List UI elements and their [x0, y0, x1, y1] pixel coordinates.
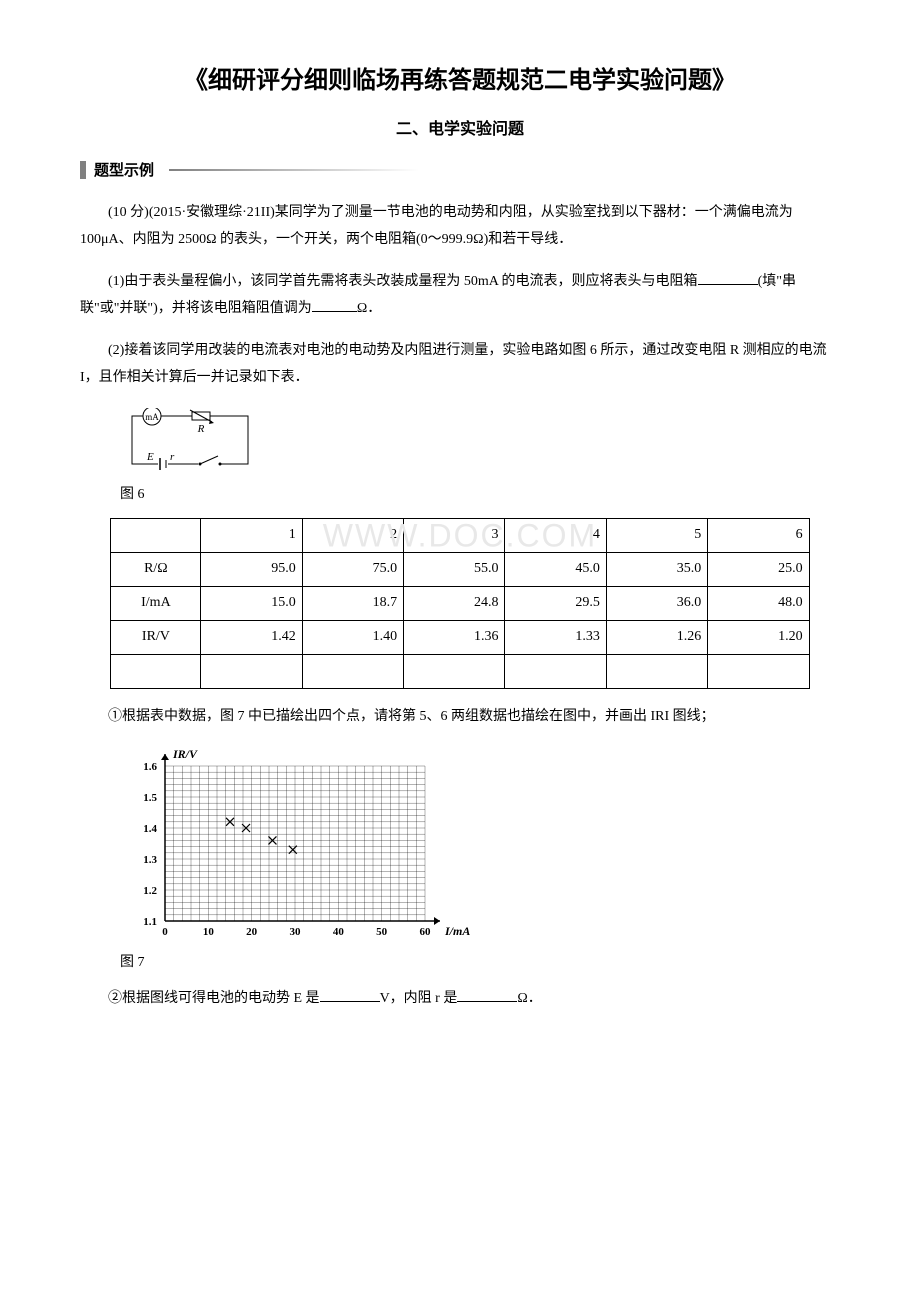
table-cell: 1.36 — [404, 620, 505, 654]
figure-7-label: 图 7 — [120, 951, 840, 971]
table-cell: 48.0 — [708, 586, 809, 620]
section-bar — [80, 161, 86, 179]
table-cell: 1.20 — [708, 620, 809, 654]
blank-3 — [320, 988, 380, 1002]
figure-6-label: 图 6 — [120, 483, 840, 503]
subtitle: 二、电学实验问题 — [80, 115, 840, 139]
table-cell: R/Ω — [111, 552, 201, 586]
svg-text:40: 40 — [333, 926, 345, 938]
table-cell: 18.7 — [302, 586, 403, 620]
table-cell: 24.8 — [404, 586, 505, 620]
sub2-prefix: ②根据图线可得电池的电动势 E 是 — [108, 991, 320, 1006]
graph-svg: 0 10 20 30 40 50 60 1.1 1.2 1.3 1.4 1.5 1.6 IR/V I/mA — [120, 746, 480, 946]
circuit-r-int-label: r — [170, 451, 175, 463]
table-cell: 1.26 — [606, 620, 707, 654]
table-cell: 1.33 — [505, 620, 606, 654]
table-cell — [708, 654, 809, 688]
table-header-cell: 2 — [302, 518, 403, 552]
table-cell: 1.42 — [201, 620, 302, 654]
table-cell: 35.0 — [606, 552, 707, 586]
table-header-cell: 6 — [708, 518, 809, 552]
section-line — [169, 169, 419, 171]
sub-question-1: ①根据表中数据，图 7 中已描绘出四个点，请将第 5、6 两组数据也描绘在图中，… — [80, 704, 840, 731]
table-cell: 29.5 — [505, 586, 606, 620]
table-cell: 75.0 — [302, 552, 403, 586]
table-cell — [606, 654, 707, 688]
table-cell — [505, 654, 606, 688]
svg-text:1.2: 1.2 — [143, 885, 157, 897]
sub2-suffix: Ω． — [517, 991, 541, 1006]
svg-text:10: 10 — [203, 926, 215, 938]
table-header-cell — [111, 518, 201, 552]
table-row: I/mA 15.0 18.7 24.8 29.5 36.0 48.0 — [111, 586, 809, 620]
table-row: R/Ω 95.0 75.0 55.0 45.0 35.0 25.0 — [111, 552, 809, 586]
table-cell: I/mA — [111, 586, 201, 620]
table-cell: 55.0 — [404, 552, 505, 586]
section-label: 题型示例 — [94, 159, 154, 180]
svg-text:20: 20 — [246, 926, 258, 938]
table-row — [111, 654, 809, 688]
table-header-cell: 1 — [201, 518, 302, 552]
section-header: 题型示例 — [80, 159, 840, 180]
table-header-cell: 4 — [505, 518, 606, 552]
table-cell — [302, 654, 403, 688]
circuit-r-label: R — [197, 423, 205, 435]
circuit-e-label: E — [146, 451, 154, 463]
svg-text:I/mA: I/mA — [444, 924, 470, 938]
svg-text:1.1: 1.1 — [143, 916, 157, 928]
svg-text:1.4: 1.4 — [143, 823, 157, 835]
svg-text:30: 30 — [290, 926, 302, 938]
q1-text-suffix: Ω． — [357, 301, 381, 316]
table-header-row: 1 2 3 4 5 6 — [111, 518, 809, 552]
graph-container: 0 10 20 30 40 50 60 1.1 1.2 1.3 1.4 1.5 1.6 IR/V I/mA — [120, 746, 480, 946]
table-cell: 45.0 — [505, 552, 606, 586]
svg-text:50: 50 — [376, 926, 388, 938]
table-cell — [111, 654, 201, 688]
table-cell: IR/V — [111, 620, 201, 654]
svg-text:1.3: 1.3 — [143, 854, 157, 866]
table-cell: 15.0 — [201, 586, 302, 620]
table-cell: 1.40 — [302, 620, 403, 654]
table-cell: 25.0 — [708, 552, 809, 586]
data-table: 1 2 3 4 5 6 R/Ω 95.0 75.0 55.0 45.0 35.0… — [110, 518, 809, 689]
table-header-cell: 5 — [606, 518, 707, 552]
blank-1 — [698, 271, 758, 285]
intro-paragraph: (10 分)(2015·安徽理综·21II)某同学为了测量一节电池的电动势和内阻… — [80, 200, 840, 253]
svg-text:IR/V: IR/V — [172, 747, 198, 761]
sub-question-2: ②根据图线可得电池的电动势 E 是 V，内阻 r 是 Ω． — [80, 986, 840, 1013]
table-cell — [201, 654, 302, 688]
blank-2 — [312, 298, 357, 312]
table-cell: 95.0 — [201, 552, 302, 586]
question-2: (2)接着该同学用改装的电流表对电池的电动势及内阻进行测量，实验电路如图 6 所… — [80, 338, 840, 391]
circuit-ma-label: mA — [145, 412, 159, 422]
circuit-diagram: mA R E r — [120, 408, 260, 478]
table-header-cell: 3 — [404, 518, 505, 552]
svg-text:60: 60 — [420, 926, 432, 938]
q1-text-prefix: (1)由于表头量程偏小，该同学首先需将表头改装成量程为 50mA 的电流表，则应… — [108, 274, 698, 289]
table-row: IR/V 1.42 1.40 1.36 1.33 1.26 1.20 — [111, 620, 809, 654]
blank-4 — [457, 988, 517, 1002]
svg-text:0: 0 — [162, 926, 168, 938]
table-cell — [404, 654, 505, 688]
svg-text:1.6: 1.6 — [143, 761, 157, 773]
page-title: 《细研评分细则临场再练答题规范二电学实验问题》 — [80, 60, 840, 95]
question-1: (1)由于表头量程偏小，该同学首先需将表头改装成量程为 50mA 的电流表，则应… — [80, 269, 840, 322]
table-cell: 36.0 — [606, 586, 707, 620]
svg-text:1.5: 1.5 — [143, 792, 157, 804]
sub2-mid: V，内阻 r 是 — [380, 991, 458, 1006]
